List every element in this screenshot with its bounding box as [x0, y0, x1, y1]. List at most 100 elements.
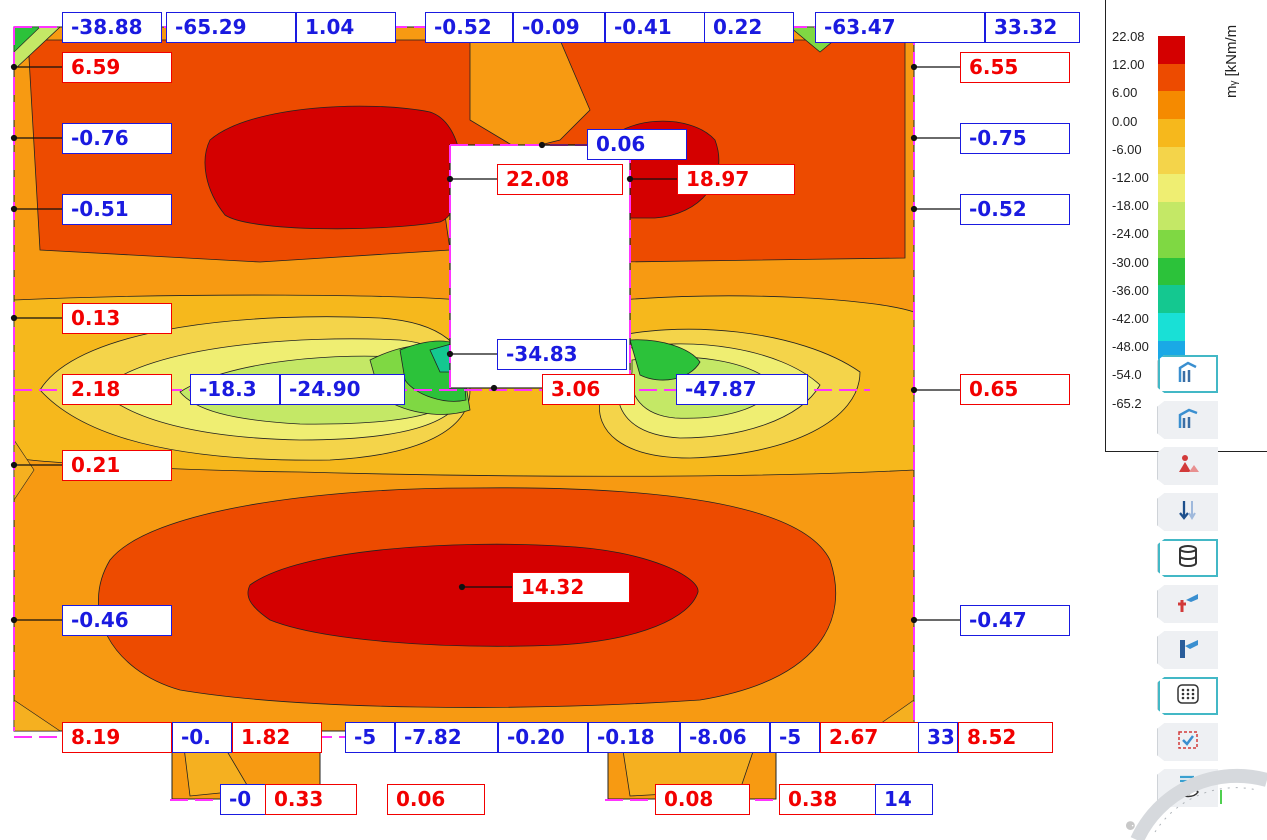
- result-value-label[interactable]: -0.: [172, 722, 232, 753]
- result-value-label[interactable]: -0.51: [62, 194, 172, 225]
- result-value-label[interactable]: -8.06: [680, 722, 770, 753]
- member-result-icon: [1176, 590, 1200, 618]
- navigation-dial[interactable]: ⚈: [1117, 760, 1267, 840]
- result-value-label[interactable]: 0.13: [62, 303, 172, 334]
- toolbar-button-member-view[interactable]: [1157, 355, 1218, 393]
- legend-tick-label: 6.00: [1112, 85, 1138, 101]
- result-value-label[interactable]: 22.08: [497, 164, 623, 195]
- toolbar-button-loads[interactable]: [1157, 447, 1218, 485]
- loads-icon: [1176, 452, 1200, 480]
- toolbar-button-database[interactable]: [1157, 539, 1218, 577]
- selection-check-icon: [1176, 728, 1200, 756]
- surface-view-icon: [1176, 406, 1200, 434]
- result-value-label[interactable]: -5: [770, 722, 820, 753]
- section-result-icon: [1176, 636, 1200, 664]
- result-value-label[interactable]: -0.09: [513, 12, 605, 43]
- legend-tick-label: -65.2: [1112, 395, 1142, 411]
- colorbar-step: [1158, 174, 1185, 203]
- legend-tick-label: -54.0: [1112, 367, 1142, 383]
- result-value-label[interactable]: 33.32: [985, 12, 1080, 43]
- result-value-label[interactable]: -0.76: [62, 123, 172, 154]
- leader-lines: [10, 63, 960, 624]
- toolbar-button-member-result[interactable]: [1157, 585, 1218, 623]
- result-value-label[interactable]: -0.46: [62, 605, 172, 636]
- legend-tick-label: 22.08: [1112, 29, 1145, 44]
- result-value-label[interactable]: -24.90: [280, 374, 405, 405]
- result-value-label[interactable]: 14.32: [512, 572, 630, 603]
- colorbar-step: [1158, 229, 1185, 258]
- result-value-label[interactable]: 0.33: [265, 784, 357, 815]
- result-value-label[interactable]: 2.18: [62, 374, 172, 405]
- result-value-label[interactable]: -18.3: [190, 374, 280, 405]
- colorbar-step: [1158, 202, 1185, 230]
- result-value-label[interactable]: -5: [345, 722, 395, 753]
- result-value-label[interactable]: 33: [918, 722, 958, 753]
- colorbar-step: [1158, 146, 1185, 175]
- legend-tick-label: 12.00: [1112, 57, 1145, 73]
- colorbar-step: [1158, 119, 1185, 147]
- toolbar-button-section-result[interactable]: [1157, 631, 1218, 669]
- colorbar-step: [1158, 257, 1185, 286]
- result-value-label[interactable]: 0.38: [779, 784, 879, 815]
- result-value-label[interactable]: 0.08: [655, 784, 750, 815]
- result-value-label[interactable]: -7.82: [395, 722, 498, 753]
- result-value-label[interactable]: -65.29: [166, 12, 296, 43]
- colorbar-step: [1158, 312, 1185, 341]
- legend-tick-label: -12.00: [1112, 170, 1149, 185]
- dial-handle-icon: ⚈: [1125, 819, 1136, 833]
- toolbar-button-support-results[interactable]: [1157, 493, 1218, 531]
- result-value-label[interactable]: -0.47: [960, 605, 1070, 636]
- result-value-label[interactable]: 2.67: [820, 722, 920, 753]
- legend-tick-label: -6.00: [1112, 141, 1142, 157]
- result-value-label[interactable]: 6.55: [960, 52, 1070, 83]
- result-value-label[interactable]: 18.97: [677, 164, 795, 195]
- result-value-label[interactable]: -38.88: [62, 12, 162, 43]
- legend-tick-label: -48.00: [1112, 339, 1149, 355]
- legend-tick-label: 0.00: [1112, 113, 1138, 129]
- toolbar-button-result-grid[interactable]: [1157, 677, 1218, 715]
- result-value-label[interactable]: 14: [875, 784, 933, 815]
- result-value-label[interactable]: 1.04: [296, 12, 396, 43]
- result-value-label[interactable]: -0.75: [960, 123, 1070, 154]
- result-value-label[interactable]: -47.87: [676, 374, 808, 405]
- result-value-label[interactable]: 0.22: [704, 12, 794, 43]
- legend-tick-label: -18.00: [1112, 198, 1149, 214]
- legend-title: mᵧ [kNm/m: [1223, 24, 1240, 98]
- colorbar-step: [1158, 285, 1185, 313]
- result-value-label[interactable]: 0.21: [62, 450, 172, 481]
- toolbar-button-surface-view[interactable]: [1157, 401, 1218, 439]
- result-value-label[interactable]: -0.52: [425, 12, 513, 43]
- result-grid-icon: [1176, 682, 1200, 710]
- result-value-label[interactable]: 1.82: [232, 722, 322, 753]
- legend-tick-label: -36.00: [1112, 282, 1149, 298]
- legend-tick-label: -30.00: [1112, 254, 1149, 270]
- result-value-label[interactable]: 0.06: [387, 784, 485, 815]
- result-value-label[interactable]: -0.52: [960, 194, 1070, 225]
- database-icon: [1176, 544, 1200, 572]
- legend-tick-label: -42.00: [1112, 311, 1149, 326]
- result-value-label[interactable]: 3.06: [542, 374, 635, 405]
- colorbar-step: [1158, 91, 1185, 120]
- result-value-label[interactable]: -0.41: [605, 12, 715, 43]
- colorbar-step: [1158, 63, 1185, 92]
- result-value-label[interactable]: 8.19: [62, 722, 172, 753]
- result-value-label[interactable]: 0.06: [587, 129, 687, 160]
- result-value-label[interactable]: 8.52: [958, 722, 1053, 753]
- zone-22-left: [204, 105, 462, 230]
- zone-22-bottom: [247, 543, 699, 647]
- result-value-label[interactable]: -63.47: [815, 12, 985, 43]
- result-value-label[interactable]: 0.65: [960, 374, 1070, 405]
- member-view-icon: [1176, 360, 1200, 388]
- result-value-label[interactable]: -0.18: [588, 722, 680, 753]
- support-results-icon: [1176, 498, 1200, 526]
- colorbar-step: [1158, 36, 1185, 64]
- legend-panel: [1105, 0, 1267, 452]
- legend-tick-label: -24.00: [1112, 226, 1149, 242]
- result-value-label[interactable]: -34.83: [497, 339, 627, 370]
- toolbar-button-selection-check[interactable]: [1157, 723, 1218, 761]
- result-value-label[interactable]: -0.20: [498, 722, 588, 753]
- result-value-label[interactable]: 6.59: [62, 52, 172, 83]
- legend-colorbar: [1158, 36, 1185, 369]
- zone-neg30-right: [629, 339, 701, 381]
